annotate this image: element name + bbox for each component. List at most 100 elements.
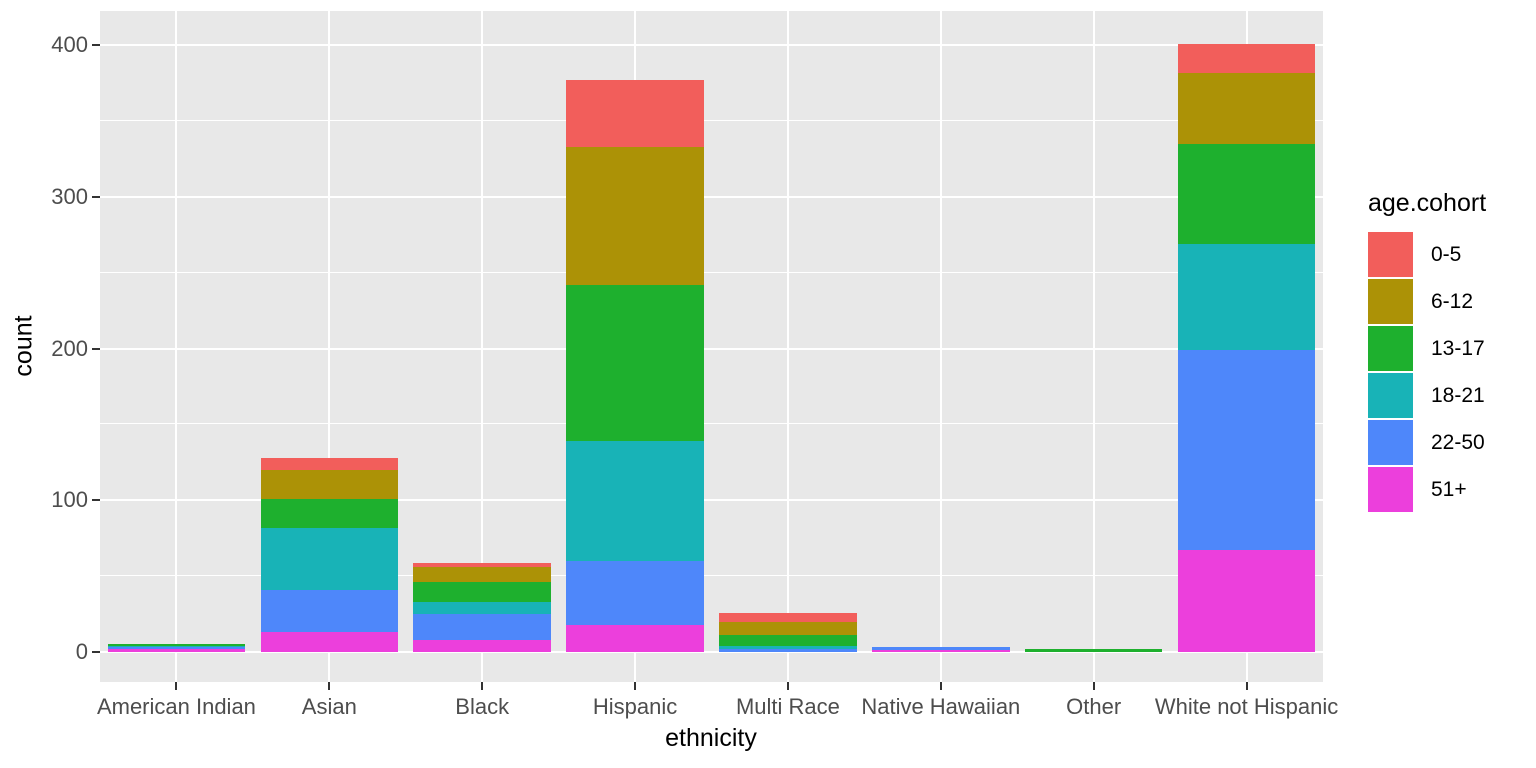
bar-segment-51+ — [260, 632, 399, 652]
legend-keys: 0-5 6-12 13-17 18-21 22-50 51+ — [1368, 232, 1486, 512]
y-tick-label: 400 — [51, 32, 88, 58]
bar-segment-18-21 — [566, 441, 704, 561]
stacked-bar-asian — [260, 457, 399, 652]
legend-key-row: 0-5 — [1368, 232, 1486, 277]
legend-swatch-18-21 — [1368, 373, 1413, 418]
x-tick-mark — [328, 682, 331, 690]
bar-segment-0-5 — [719, 612, 857, 622]
y-tick-label: 100 — [51, 487, 88, 513]
y-tick-label: 300 — [51, 183, 88, 209]
bar-segment-13-17 — [719, 635, 857, 646]
y-tick-label: 200 — [51, 335, 88, 361]
legend-label: 51+ — [1431, 477, 1467, 501]
minor-gridline — [100, 575, 1323, 577]
x-tick-label: Black — [455, 694, 510, 719]
bar-segment-51+ — [566, 624, 704, 652]
y-tick-label: 0 — [75, 639, 88, 664]
vertical-gridline — [786, 11, 789, 682]
stacked-bar-multi-race — [719, 612, 857, 652]
minor-gridline — [100, 271, 1323, 273]
stacked-bar-other — [1024, 648, 1163, 652]
bar-segment-22-50 — [413, 614, 551, 640]
major-gridline — [100, 347, 1323, 350]
major-gridline — [100, 499, 1323, 502]
bar-segment-0-5 — [260, 457, 399, 470]
bar-segment-0-5 — [1177, 43, 1316, 73]
bar-segment-22-50 — [566, 561, 704, 625]
x-tick-label: Native Hawaiian — [861, 694, 1021, 719]
legend-key-row: 51+ — [1368, 467, 1486, 512]
y-tick-mark — [92, 651, 100, 653]
x-tick-mark — [481, 682, 484, 690]
bar-segment-22-50 — [719, 648, 857, 652]
bar-segment-13-17 — [260, 498, 399, 528]
bar-segment-22-50 — [107, 647, 246, 649]
bar-segment-0-5 — [566, 80, 704, 147]
x-tick-label: White not Hispanic — [1154, 694, 1339, 719]
x-tick-mark — [786, 682, 789, 690]
stacked-bar-native-hawaiian — [872, 647, 1010, 652]
stacked-bar-american-indian — [107, 644, 246, 652]
bar-segment-13-17 — [1024, 648, 1163, 652]
bar-segment-18-21 — [1177, 243, 1316, 351]
x-axis-title: ethnicity — [665, 724, 757, 752]
bar-segment-18-21 — [413, 601, 551, 615]
stacked-bar-black — [413, 562, 551, 652]
x-tick-label: American Indian — [96, 694, 256, 719]
x-tick-mark — [634, 682, 637, 690]
legend-key-row: 6-12 — [1368, 279, 1486, 324]
legend-title: age.cohort — [1368, 189, 1487, 217]
legend-swatch-22-50 — [1368, 420, 1413, 465]
bar-segment-13-17 — [107, 644, 246, 646]
x-tick-mark — [1092, 682, 1095, 690]
legend: age.cohort 0-5 6-12 13-17 18-21 22-50 51+ — [1368, 189, 1486, 514]
minor-gridline — [100, 423, 1323, 425]
x-tick-mark — [939, 682, 942, 690]
major-gridline — [100, 195, 1323, 198]
legend-key-row: 13-17 — [1368, 326, 1486, 371]
stacked-bar-white-not-hispanic — [1177, 43, 1316, 652]
legend-swatch-13-17 — [1368, 326, 1413, 371]
legend-label: 6-12 — [1431, 289, 1474, 313]
bar-segment-22-50 — [260, 589, 399, 633]
bar-segment-18-21 — [260, 527, 399, 590]
bar-segment-51+ — [107, 648, 246, 652]
bar-segment-22-50 — [1177, 350, 1316, 551]
legend-label: 22-50 — [1431, 430, 1485, 454]
vertical-gridline — [1092, 11, 1095, 682]
bar-segment-22-50 — [872, 647, 1010, 651]
x-tick-label: Hispanic — [592, 694, 678, 719]
x-tick-label: Asian — [301, 694, 357, 719]
bar-segment-51+ — [1177, 550, 1316, 652]
legend-label: 13-17 — [1431, 336, 1485, 360]
bar-segment-13-17 — [566, 284, 704, 442]
y-tick-mark — [92, 347, 100, 350]
legend-swatch-51+ — [1368, 467, 1413, 512]
legend-swatch-6-12 — [1368, 279, 1413, 324]
y-tick-mark — [92, 499, 100, 502]
bar-segment-6-12 — [260, 470, 399, 499]
x-tick-mark — [1245, 682, 1248, 690]
x-tick-label: Other — [1066, 694, 1122, 719]
bar-segment-6-12 — [719, 621, 857, 636]
major-gridline — [100, 651, 1323, 653]
vertical-gridline — [328, 11, 331, 682]
legend-key-row: 18-21 — [1368, 373, 1486, 418]
bar-segment-18-21 — [107, 645, 246, 648]
x-tick-mark — [175, 682, 178, 690]
bar-segment-13-17 — [413, 582, 551, 602]
bar-segment-0-5 — [413, 562, 551, 568]
y-tick-mark — [92, 195, 100, 198]
y-axis-title: count — [9, 315, 38, 377]
minor-gridline — [100, 120, 1323, 122]
y-tick-mark — [92, 44, 100, 47]
vertical-gridline — [939, 11, 942, 682]
legend-label: 0-5 — [1431, 242, 1462, 266]
stacked-bar-hispanic — [566, 80, 704, 652]
major-gridline — [100, 44, 1323, 47]
bar-segment-51+ — [872, 650, 1010, 652]
bar-segment-6-12 — [566, 146, 704, 285]
bar-segment-18-21 — [719, 645, 857, 649]
legend-swatch-0-5 — [1368, 232, 1413, 277]
